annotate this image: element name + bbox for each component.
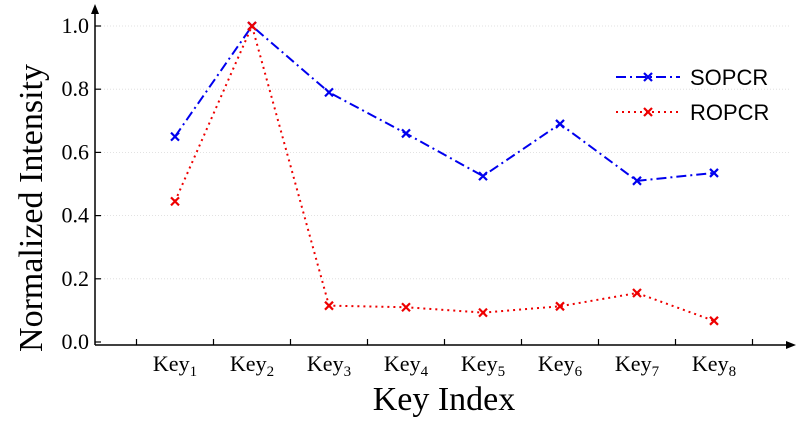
legend-item-ropcr: ROPCR	[616, 100, 769, 125]
x-tick-label: Key6	[538, 351, 583, 380]
data-point-sopcr	[478, 171, 488, 181]
data-point-ropcr	[709, 316, 719, 326]
data-point-sopcr	[632, 176, 642, 186]
data-point-sopcr	[324, 87, 334, 98]
x-tick-label: Key7	[615, 351, 660, 380]
x-tick-label: Key5	[461, 351, 505, 380]
y-tick-labels: 0.0 0.2 0.4 0.6 0.8 1.0	[62, 13, 101, 354]
series-line-sopcr	[174, 24, 715, 182]
legend-marker-ropcr	[643, 107, 653, 117]
y-tick-label: 0.8	[62, 76, 90, 101]
x-axis-arrow	[786, 341, 796, 349]
x-tick-label: Key8	[692, 351, 736, 380]
y-tick-label: 0.0	[62, 329, 90, 354]
x-tick-label: Key1	[153, 351, 197, 380]
legend-label-sopcr: SOPCR	[690, 65, 768, 90]
data-point-sopcr	[401, 128, 411, 139]
data-point-ropcr	[478, 307, 488, 318]
data-point-ropcr	[632, 288, 642, 298]
data-point-ropcr	[555, 301, 565, 312]
legend-marker-sopcr	[643, 72, 653, 82]
y-tick-label: 1.0	[62, 13, 90, 38]
legend-item-sopcr: SOPCR	[616, 65, 768, 90]
y-tick-label: 0.2	[62, 266, 90, 291]
data-point-ropcr	[247, 21, 257, 31]
x-tick-label: Key3	[307, 351, 351, 380]
gridlines	[95, 25, 790, 280]
series-group	[170, 21, 719, 326]
data-point-ropcr	[324, 300, 334, 311]
legend: SOPCR ROPCR	[616, 65, 769, 125]
y-axis-arrow	[91, 4, 99, 14]
y-axis-title: Normalized Intensity	[13, 64, 50, 352]
x-axis-title: Key Index	[373, 381, 516, 418]
data-point-sopcr	[709, 168, 719, 178]
x-tick-label: Key4	[384, 351, 429, 380]
data-point-sopcr	[555, 119, 565, 129]
x-tick-labels: Key1 Key2 Key3 Key4 Key5 Key6 Key7 Key8	[135, 339, 754, 380]
series-line-ropcr	[174, 23, 715, 322]
data-point-ropcr	[401, 302, 411, 313]
data-point-ropcr	[170, 196, 180, 207]
data-point-sopcr	[170, 131, 180, 142]
axes	[91, 4, 796, 349]
y-tick-label: 0.6	[62, 139, 90, 164]
x-tick-label: Key2	[230, 351, 274, 380]
y-tick-label: 0.4	[62, 203, 90, 228]
legend-label-ropcr: ROPCR	[690, 100, 769, 125]
